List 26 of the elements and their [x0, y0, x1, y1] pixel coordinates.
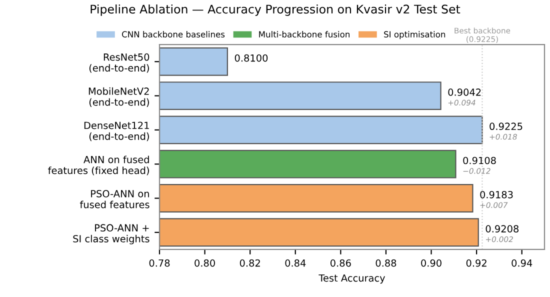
data-label: 0.9208: [486, 225, 519, 232]
legend-label: Multi-backbone fusion: [259, 31, 350, 38]
data-label: 0.8100: [234, 54, 268, 62]
x-tick-label: 0.80: [194, 259, 215, 267]
x-tick-label: 0.86: [330, 259, 351, 267]
data-label: 0.9108: [463, 156, 496, 164]
x-tick-label: 0.82: [240, 259, 260, 267]
data-label: 0.9183: [480, 190, 513, 198]
y-tick-label: DenseNet121 (end-to-end): [84, 122, 149, 142]
legend-label: CNN backbone baselines: [122, 31, 225, 38]
x-tick-label: 0.88: [376, 259, 396, 267]
y-tick-label: ResNet50 (end-to-end): [89, 53, 150, 73]
y-tick-label: ANN on fused features (fixed head): [48, 156, 149, 176]
x-tick-label: 0.90: [421, 259, 442, 267]
data-label: 0.9225: [490, 122, 522, 130]
x-tick-label: 0.94: [512, 259, 532, 267]
x-axis-title: Test Accuracy: [318, 274, 386, 284]
legend-label: SI optimisation: [384, 31, 446, 40]
data-label: 0.9042: [448, 88, 481, 96]
chart-title: Pipeline Ablation — Accuracy Progression on Kvasir v2 Test Set: [90, 4, 460, 16]
x-tick-label: 0.78: [149, 259, 170, 267]
x-tick-label: 0.92: [466, 259, 486, 267]
y-tick-label: PSO-ANN + SI class weights: [73, 224, 150, 244]
y-tick-label: PSO-ANN on fused features: [80, 190, 150, 208]
y-tick-label: MobileNetV2 (end-to-end): [88, 87, 149, 107]
x-tick-label: 0.84: [285, 259, 306, 267]
